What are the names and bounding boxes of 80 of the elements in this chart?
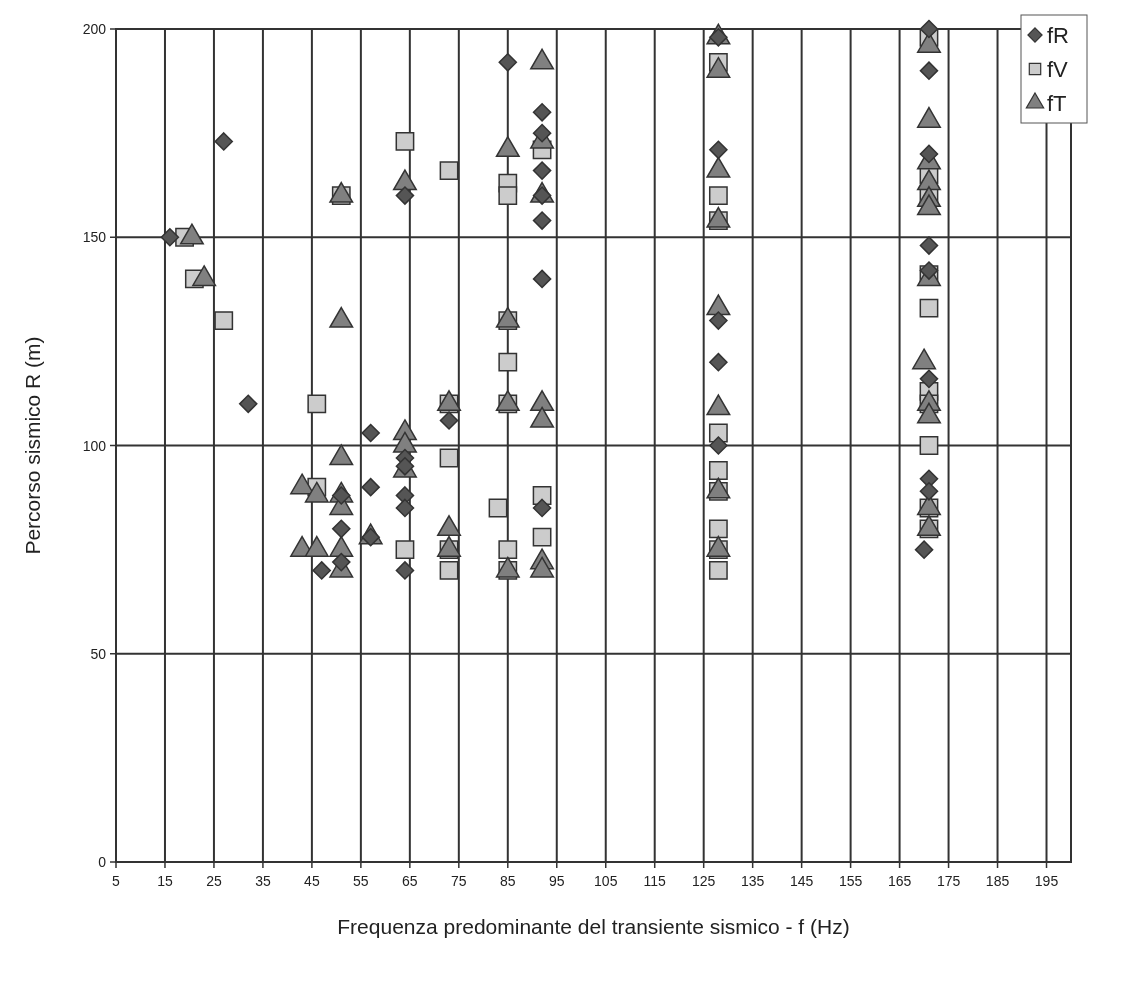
point [919, 61, 939, 80]
point [331, 552, 351, 572]
x-tick-label: 35 [255, 873, 271, 889]
point [919, 236, 939, 255]
point [919, 436, 939, 455]
point [214, 311, 234, 330]
x-tick-label: 115 [643, 873, 667, 889]
y-tick-label: 100 [82, 437, 107, 454]
point [709, 436, 728, 455]
point [919, 261, 939, 280]
point [214, 132, 234, 151]
point [709, 140, 728, 160]
point [395, 498, 415, 518]
point [498, 540, 518, 560]
point [395, 486, 415, 505]
y-tick-label: 50 [90, 645, 107, 662]
point [238, 394, 258, 414]
x-tick-label: 45 [304, 873, 320, 889]
x-tick-label: 55 [353, 873, 369, 889]
x-tick-label: 85 [500, 873, 516, 889]
point [919, 298, 939, 318]
legend-label: fR [1047, 23, 1069, 48]
point [498, 53, 518, 72]
x-tick-label: 125 [692, 873, 716, 889]
x-tick-label: 15 [157, 873, 173, 889]
point [532, 161, 552, 180]
point [439, 448, 459, 468]
point [498, 352, 518, 372]
point [532, 211, 552, 230]
x-tick-label: 5 [112, 873, 121, 889]
y-axis-title: Percorso sismico R (m) [21, 336, 44, 555]
point [307, 394, 327, 414]
point [361, 423, 380, 443]
point [439, 411, 459, 430]
point [532, 103, 552, 122]
x-tick-label: 135 [740, 873, 765, 889]
x-tick-label: 195 [1034, 873, 1059, 889]
point [395, 132, 415, 151]
point [331, 519, 351, 539]
y-tick-label: 200 [82, 21, 107, 37]
point [708, 561, 728, 580]
point [312, 561, 331, 580]
x-tick-label: 95 [548, 873, 565, 889]
point [708, 186, 728, 206]
legend-label: fT [1047, 91, 1067, 116]
point [532, 269, 552, 289]
point [439, 561, 459, 580]
x-tick-label: 175 [936, 873, 961, 889]
x-axis-title: Frequenza predominante del transiente sismico - f (Hz) [337, 915, 850, 938]
point [439, 161, 459, 181]
point [498, 186, 518, 206]
point [488, 498, 508, 518]
point [709, 311, 728, 330]
point [919, 369, 939, 389]
point [708, 519, 728, 539]
x-tick-label: 65 [402, 873, 418, 889]
x-tick-label: 145 [789, 873, 814, 889]
point [160, 227, 180, 247]
legend-label: fV [1047, 57, 1069, 82]
point [919, 19, 939, 39]
point [395, 186, 415, 205]
x-tick-label: 25 [206, 873, 222, 889]
point [709, 352, 728, 372]
x-tick-label: 75 [451, 873, 467, 889]
x-tick-label: 165 [887, 873, 912, 889]
point [532, 527, 552, 547]
y-tick-label: 0 [98, 854, 107, 870]
x-tick-label: 105 [594, 873, 618, 889]
y-tick-label: 150 [82, 229, 107, 246]
point [708, 461, 728, 480]
point [914, 540, 934, 559]
point [919, 482, 939, 501]
point [532, 123, 552, 143]
point [532, 498, 552, 518]
point [395, 540, 415, 560]
x-tick-label: 155 [838, 873, 863, 889]
point [361, 477, 380, 497]
point [919, 144, 939, 164]
x-tick-label: 185 [985, 873, 1010, 889]
point [395, 561, 415, 580]
